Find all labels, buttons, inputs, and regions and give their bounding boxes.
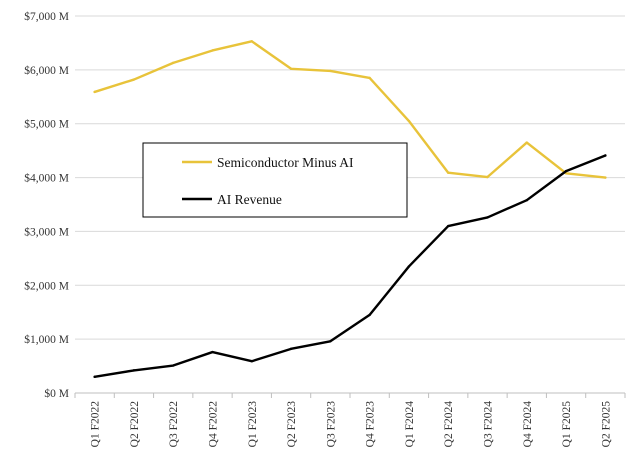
y-tick-label: $4,000 M: [24, 172, 69, 185]
legend-label: Semiconductor Minus AI: [217, 155, 354, 170]
data-point: [486, 216, 489, 219]
x-tick-label: Q4 F2023: [365, 401, 377, 448]
data-point: [486, 175, 489, 179]
data-point: [407, 119, 411, 123]
data-point: [329, 69, 332, 73]
legend-label: AI Revenue: [217, 192, 282, 207]
x-tick-label: Q2 F2022: [129, 401, 141, 448]
data-point: [93, 90, 96, 94]
data-point: [329, 340, 332, 343]
x-tick-label: Q2 F2025: [600, 401, 612, 448]
x-tick-label: Q3 F2022: [168, 401, 180, 448]
data-point: [604, 176, 607, 179]
data-point: [250, 40, 253, 43]
x-axis-ticks: Q1 F2022 Q2 F2022 Q3 F2022 Q4 F2022 Q1 F2023…: [90, 401, 613, 448]
legend-box: [142, 142, 408, 218]
data-point: [211, 49, 214, 52]
data-point: [564, 169, 568, 173]
series-lines: [93, 40, 607, 379]
x-tick-label: Q2 F2023: [286, 401, 298, 448]
y-tick-label: $0 M: [44, 387, 69, 400]
data-point: [525, 198, 528, 202]
x-tick-label: Q2 F2024: [443, 401, 455, 448]
data-point: [172, 61, 175, 65]
y-tick-label: $3,000 M: [24, 225, 69, 238]
x-tick-label: Q4 F2024: [522, 401, 534, 448]
data-point: [368, 313, 371, 317]
y-axis-ticks: $0 M $1,000 M $2,000 M $3,000 M $4,000 M $5,0…: [24, 10, 69, 400]
x-tick-label: Q1 F2025: [561, 401, 573, 448]
y-tick-label: $5,000 M: [24, 118, 69, 131]
data-point: [289, 347, 293, 351]
x-tick-label: Q4 F2022: [208, 401, 220, 448]
data-point: [447, 224, 450, 228]
data-point: [447, 171, 450, 174]
x-tick-label: Q3 F2024: [483, 401, 495, 448]
data-point: [525, 141, 528, 144]
series-line-0: [93, 40, 607, 179]
y-tick-label: $2,000 M: [24, 279, 69, 292]
data-point: [211, 350, 214, 354]
y-tick-label: $7,000 M: [24, 10, 69, 23]
series-line-1: [93, 154, 607, 379]
y-tick-label: $1,000 M: [24, 333, 69, 346]
data-point: [604, 154, 607, 157]
x-tick-label: Q1 F2023: [247, 401, 259, 448]
data-point: [289, 67, 293, 70]
data-point: [93, 375, 96, 379]
legend: Semiconductor Minus AI AI Revenue: [142, 142, 408, 218]
data-point: [132, 78, 136, 81]
data-point: [172, 364, 175, 367]
axes: [74, 392, 626, 398]
x-tick-label: Q1 F2024: [404, 401, 416, 448]
data-point: [132, 369, 136, 372]
x-tick-label: Q1 F2022: [90, 401, 102, 448]
data-point: [407, 265, 411, 268]
data-point: [368, 76, 371, 80]
data-point: [250, 360, 253, 363]
y-tick-label: $6,000 M: [24, 64, 69, 77]
x-tick-label: Q3 F2023: [325, 401, 337, 448]
